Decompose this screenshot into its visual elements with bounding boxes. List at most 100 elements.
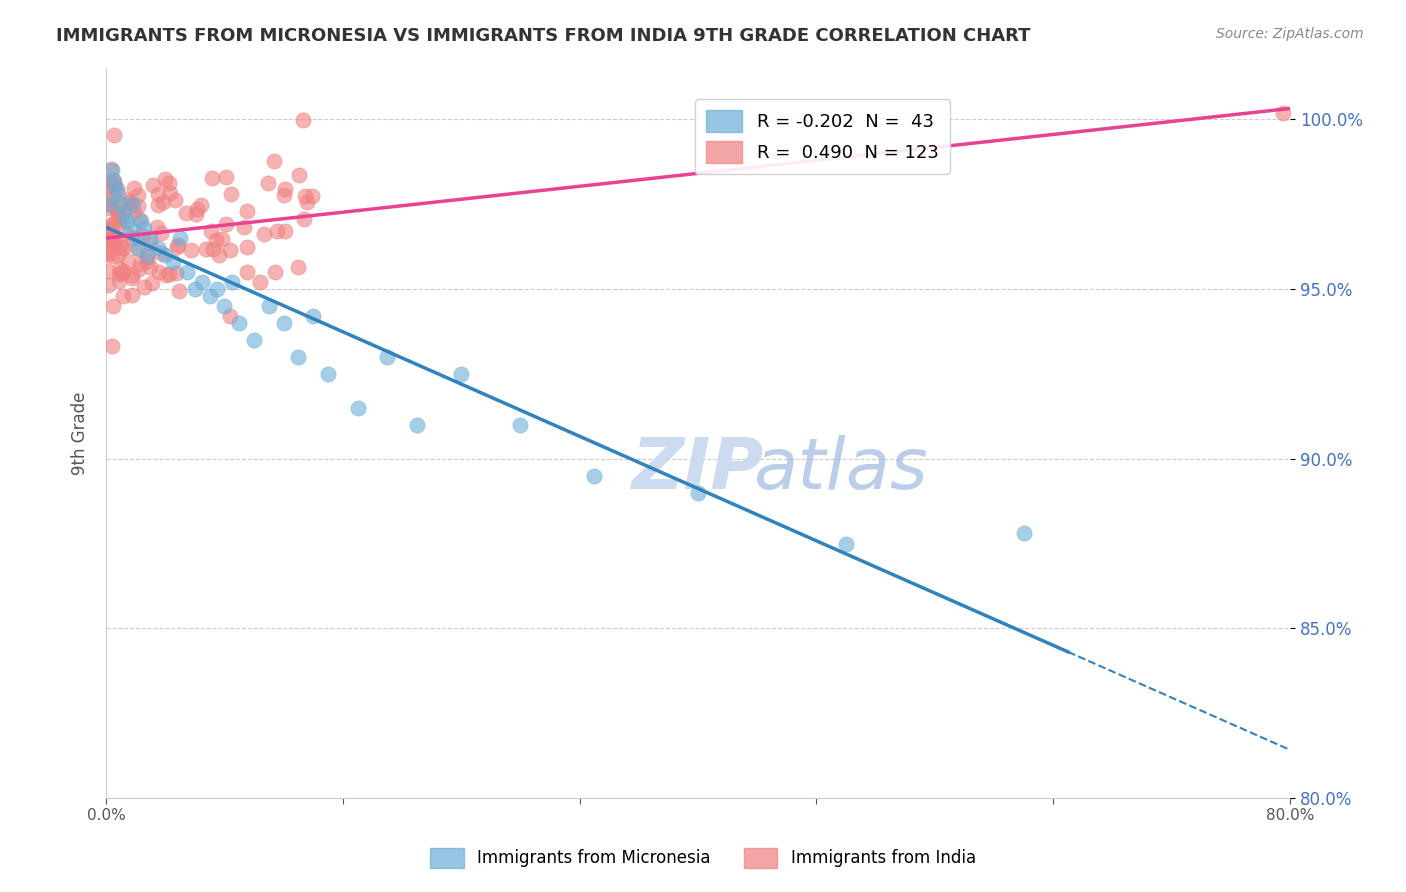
Point	[117, 253, 139, 268]
Legend: R = -0.202  N =  43, R =  0.490  N = 123: R = -0.202 N = 43, R = 0.490 N = 123	[696, 99, 949, 174]
Point	[157, 176, 180, 190]
Point	[163, 193, 186, 207]
Point	[169, 231, 191, 245]
Point	[131, 214, 153, 228]
Point	[257, 177, 280, 191]
Point	[101, 217, 124, 231]
Point	[183, 282, 205, 296]
Point	[107, 187, 129, 202]
Point	[205, 282, 228, 296]
Point	[273, 316, 295, 330]
Point	[107, 248, 129, 262]
Point	[97, 277, 120, 292]
Point	[107, 205, 129, 219]
Point	[96, 231, 118, 245]
Point	[97, 197, 120, 211]
Point	[100, 221, 122, 235]
Point	[127, 241, 149, 255]
Point	[136, 248, 159, 262]
Point	[198, 289, 221, 303]
Point	[127, 242, 149, 256]
Point	[273, 188, 295, 202]
Point	[110, 197, 132, 211]
Point	[96, 222, 118, 236]
Point	[138, 260, 160, 275]
Point	[127, 187, 149, 202]
Point	[121, 268, 143, 282]
Point	[211, 232, 233, 246]
Point	[97, 247, 120, 261]
Point	[208, 248, 231, 262]
Point	[235, 265, 257, 279]
Point	[96, 201, 118, 215]
Point	[98, 176, 121, 190]
Point	[169, 285, 191, 299]
Point	[450, 367, 472, 381]
Point	[215, 217, 238, 231]
Point	[159, 186, 181, 200]
Point	[97, 179, 120, 194]
Point	[167, 238, 190, 252]
Point	[101, 163, 124, 178]
Point	[122, 180, 145, 194]
Point	[108, 267, 131, 281]
Point	[146, 241, 169, 255]
Point	[263, 153, 285, 168]
Point	[201, 243, 224, 257]
Point	[191, 275, 214, 289]
Point	[131, 227, 153, 242]
Point	[266, 224, 288, 238]
Point	[148, 265, 170, 279]
Point	[243, 333, 266, 347]
Point	[112, 207, 135, 221]
Point	[219, 187, 242, 202]
Point	[316, 367, 339, 381]
Point	[107, 211, 129, 226]
Point	[405, 417, 427, 432]
Point	[204, 233, 226, 247]
Point	[107, 274, 129, 288]
Point	[111, 241, 134, 255]
Point	[120, 194, 142, 209]
Point	[152, 194, 174, 209]
Point	[141, 276, 163, 290]
Point	[108, 262, 131, 277]
Point	[153, 248, 176, 262]
Point	[221, 275, 243, 289]
Point	[103, 174, 125, 188]
Point	[174, 206, 197, 220]
Point	[124, 231, 146, 245]
Point	[186, 206, 208, 220]
Point	[200, 171, 222, 186]
Point	[194, 242, 217, 256]
Point	[142, 178, 165, 192]
Text: Source: ZipAtlas.com: Source: ZipAtlas.com	[1216, 27, 1364, 41]
Point	[111, 241, 134, 255]
Point	[219, 243, 242, 257]
Point	[100, 249, 122, 263]
Text: atlas: atlas	[752, 435, 928, 504]
Point	[122, 205, 145, 219]
Point	[121, 230, 143, 244]
Point	[118, 199, 141, 213]
Point	[98, 227, 121, 242]
Y-axis label: 9th Grade: 9th Grade	[72, 392, 89, 475]
Point	[274, 224, 297, 238]
Point	[103, 173, 125, 187]
Point	[104, 180, 127, 194]
Point	[157, 268, 180, 282]
Point	[219, 310, 242, 324]
Point	[186, 202, 208, 217]
Point	[111, 213, 134, 227]
Point	[103, 177, 125, 191]
Point	[346, 401, 368, 415]
Point	[101, 339, 124, 353]
Point	[180, 243, 202, 257]
Point	[297, 195, 319, 210]
Point	[150, 226, 173, 240]
Point	[302, 310, 325, 324]
Point	[115, 193, 138, 207]
Point	[115, 227, 138, 241]
Point	[155, 268, 177, 282]
Point	[112, 289, 135, 303]
